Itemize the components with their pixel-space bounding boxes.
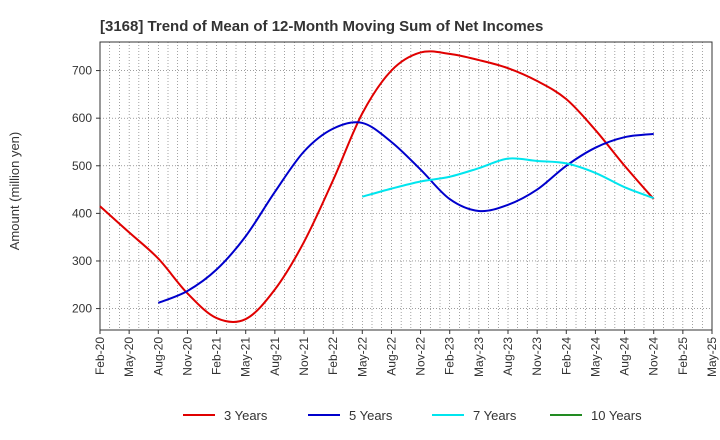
x-tick-label: May-22 xyxy=(355,337,369,377)
legend-label: 3 Years xyxy=(224,408,268,423)
legend-item-5-years: 5 Years xyxy=(308,408,393,423)
legend: 3 Years 5 Years 7 Years 10 Years xyxy=(183,408,642,423)
y-axis-label: Amount (million yen) xyxy=(7,132,22,251)
plot-area xyxy=(99,41,713,331)
legend-item-7-years: 7 Years xyxy=(432,408,517,423)
x-tick-label: Nov-22 xyxy=(414,337,428,376)
series-line-7-years xyxy=(362,157,655,200)
legend-item-10-years: 10 Years xyxy=(550,408,642,423)
x-axis: Feb-20 May-20 Aug-20 Nov-20 Feb-21 May-21 Aug-… xyxy=(93,330,719,377)
chart-title: [3168] Trend of Mean of 12-Month Moving … xyxy=(100,18,543,35)
x-tick-label: Aug-21 xyxy=(268,337,282,376)
x-tick-label: Nov-21 xyxy=(297,337,311,376)
legend-label: 7 Years xyxy=(473,408,517,423)
x-tick-label: May-21 xyxy=(239,337,253,377)
x-tick-label: Nov-20 xyxy=(180,337,194,376)
series-layer xyxy=(99,50,655,323)
y-tick-label: 200 xyxy=(72,302,92,316)
series-line-5-years xyxy=(157,121,654,304)
y-tick-label: 600 xyxy=(72,111,92,125)
x-tick-label: May-23 xyxy=(472,337,486,377)
y-axis: 200 300 400 500 600 700 xyxy=(72,64,100,316)
x-tick-label: Nov-23 xyxy=(530,337,544,376)
series-line-3-years xyxy=(99,50,655,323)
x-tick-label: Feb-22 xyxy=(326,337,340,375)
legend-label: 10 Years xyxy=(591,408,642,423)
x-tick-label: Feb-20 xyxy=(93,337,107,375)
x-tick-label: Nov-24 xyxy=(647,337,661,376)
grid-lines xyxy=(99,42,712,330)
y-tick-label: 700 xyxy=(72,64,92,78)
x-tick-label: Aug-20 xyxy=(151,337,165,376)
x-tick-label: Aug-22 xyxy=(384,337,398,376)
x-tick-label: Aug-24 xyxy=(618,337,632,376)
y-tick-label: 500 xyxy=(72,159,92,173)
y-tick-label: 300 xyxy=(72,254,92,268)
legend-label: 5 Years xyxy=(349,408,393,423)
x-tick-label: May-20 xyxy=(122,337,136,377)
x-tick-label: Feb-25 xyxy=(676,337,690,375)
y-tick-label: 400 xyxy=(72,206,92,220)
legend-item-3-years: 3 Years xyxy=(183,408,268,423)
x-tick-label: May-24 xyxy=(588,337,602,377)
x-tick-label: Aug-23 xyxy=(501,337,515,376)
x-tick-label: Feb-24 xyxy=(559,337,573,375)
x-tick-label: Feb-21 xyxy=(210,337,224,375)
x-tick-label: May-25 xyxy=(705,337,719,377)
x-tick-label: Feb-23 xyxy=(443,337,457,375)
